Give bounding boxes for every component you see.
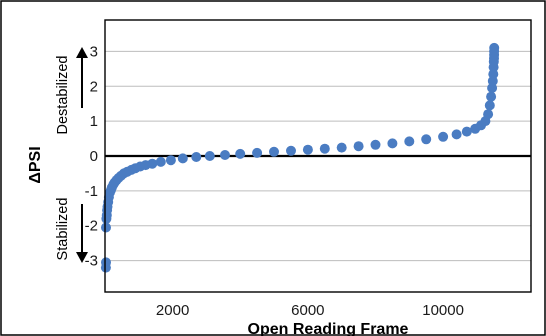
data-point [387, 138, 398, 149]
y-tick-label: -1 [85, 183, 98, 200]
data-point [319, 143, 330, 154]
data-point [370, 139, 381, 150]
data-point [353, 141, 364, 152]
data-point [101, 257, 111, 268]
data-point [438, 131, 449, 142]
data-point [252, 147, 263, 158]
x-tick-label: 6000 [291, 302, 324, 319]
x-axis-title: Open Reading Frame [248, 321, 409, 336]
data-point [488, 69, 499, 80]
data-point [147, 158, 158, 169]
gridlines [105, 50, 531, 262]
data-point [191, 152, 202, 162]
data-point [484, 100, 495, 111]
data-point [336, 142, 347, 153]
data-point [461, 126, 472, 137]
stabilized-arrow [76, 204, 88, 263]
y-tick-label: 1 [90, 113, 98, 130]
data-point [177, 153, 188, 164]
data-point [286, 145, 296, 156]
data-point [404, 136, 415, 147]
data-point [101, 222, 111, 233]
data-point [302, 144, 313, 155]
data-point [155, 156, 166, 167]
y-axis-title: ΔPSI [27, 146, 44, 183]
destabilized-label: Destabilized [55, 56, 71, 135]
data-point [269, 146, 279, 157]
data-point [421, 134, 432, 145]
y-tick-label: 0 [90, 148, 98, 165]
plot-area-frame [104, 19, 532, 293]
data-point [204, 151, 215, 161]
destabilized-arrow [76, 47, 88, 108]
data-points [100, 42, 500, 273]
data-point [451, 129, 462, 140]
y-tick-label: -3 [85, 253, 98, 270]
y-tick-label: 3 [90, 43, 98, 60]
stabilized-label: Stabilized [55, 198, 71, 261]
data-point [165, 155, 176, 166]
x-tick-label: 10000 [422, 302, 464, 319]
x-tick-labels: 2000 6000 10000 [156, 302, 464, 319]
data-point [483, 109, 494, 120]
data-point [489, 42, 500, 53]
data-point [235, 148, 246, 159]
y-tick-label: -2 [85, 218, 98, 235]
y-tick-label: 2 [90, 78, 98, 95]
y-tick-labels: -3 -2 -1 0 1 2 3 [85, 43, 98, 269]
x-tick-label: 2000 [156, 302, 189, 319]
data-point [220, 150, 230, 160]
data-point [486, 91, 497, 102]
